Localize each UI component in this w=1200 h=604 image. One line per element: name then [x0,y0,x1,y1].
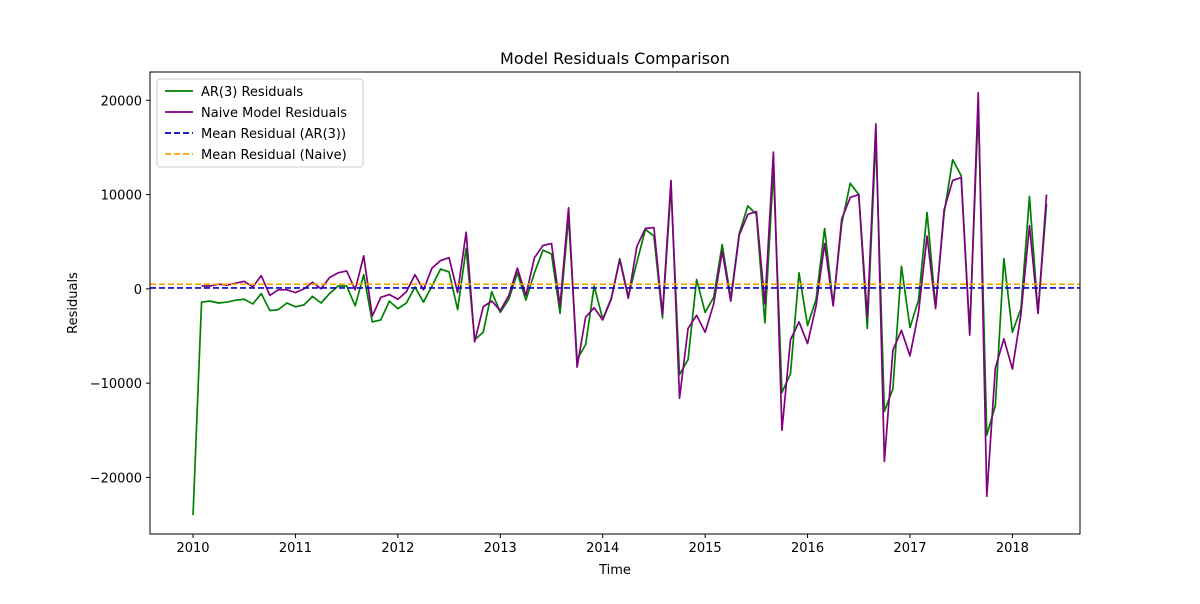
legend-label-2: Naive Model Residuals [201,106,347,121]
x-tick-label-2015: 2015 [689,541,722,556]
x-tick-label-2012: 2012 [381,541,414,556]
y-tick-label-0: 0 [134,283,142,298]
ticks-layer: 2010 2011 2012 2013 2014 2015 2016 2017 2018 −200… [90,94,1029,556]
legend-label-1: AR(3) Residuals [201,85,303,100]
legend-label-4: Mean Residual (Naive) [201,148,347,163]
x-tick-label-2018: 2018 [996,541,1029,556]
x-tick-label-2010: 2010 [176,541,209,556]
y-tick-label-20000: 20000 [101,94,142,109]
legend-box [156,78,364,168]
legend-items: AR(3) Residuals Naive Model Residuals Mean… [165,85,347,163]
x-tick-label-2013: 2013 [484,541,517,556]
x-tick-label-2011: 2011 [279,541,312,556]
legend-label-3: Mean Residual (AR(3)) [201,127,346,142]
plot-frame [149,71,1081,535]
y-tick-label--10000: −10000 [90,377,142,392]
legend: AR(3) Residuals Naive Model Residuals Mean… [156,78,364,168]
series-layer [150,91,1080,516]
x-tick-label-2014: 2014 [586,541,619,556]
x-tick-label-2017: 2017 [893,541,926,556]
y-tick-label--20000: −20000 [90,471,142,486]
y-axis-label: Residuals [66,272,81,334]
x-tick-label-2016: 2016 [791,541,824,556]
series-line-2 [201,91,1048,498]
chart-title: Model Residuals Comparison [500,49,730,68]
y-tick-label-10000: 10000 [101,189,142,204]
x-axis-label: Time [598,563,631,578]
